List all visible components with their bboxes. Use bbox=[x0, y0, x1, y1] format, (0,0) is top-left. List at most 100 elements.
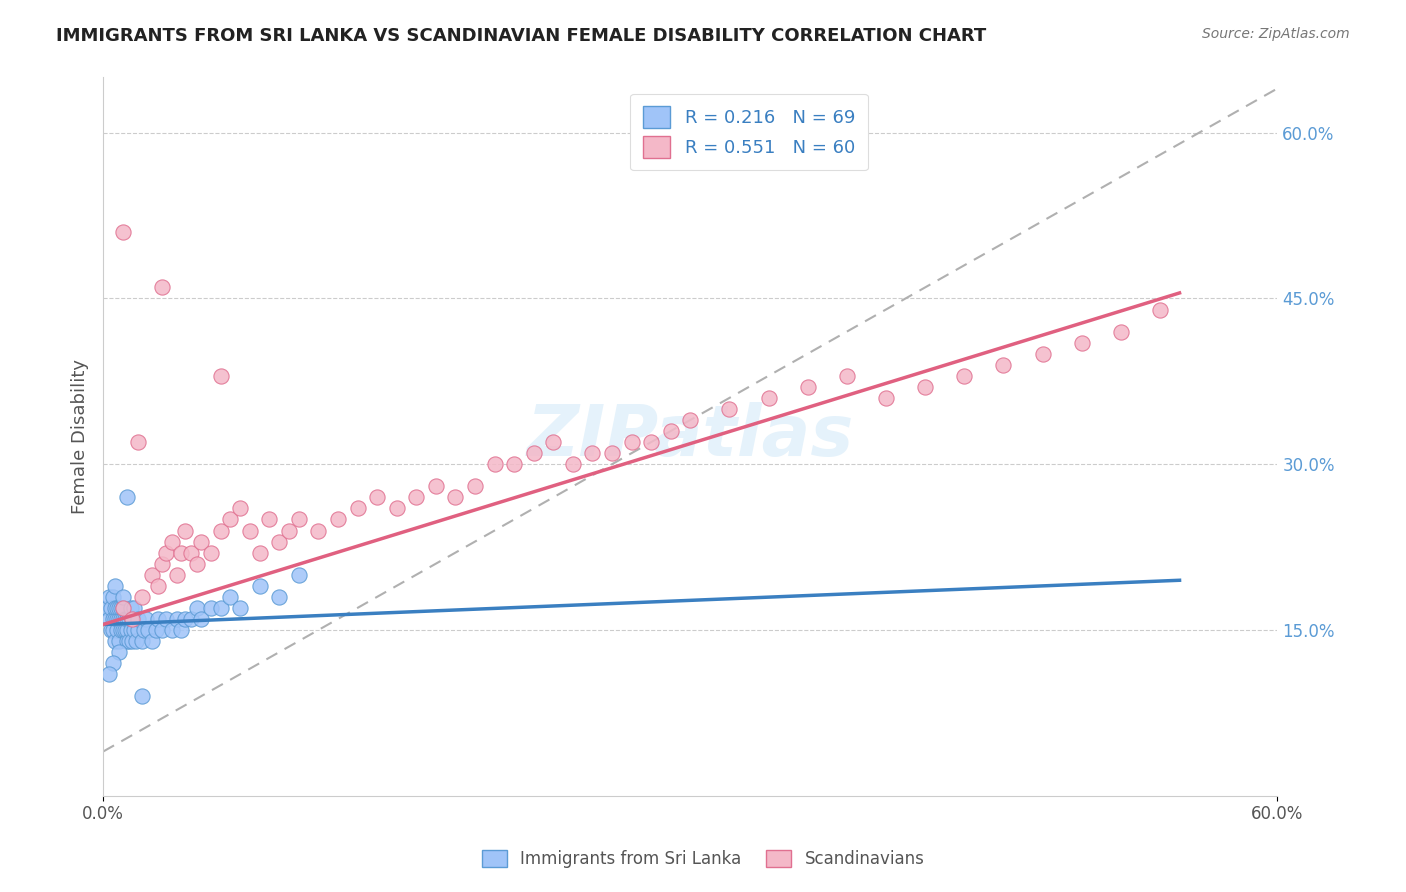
Point bbox=[190, 612, 212, 626]
Point bbox=[288, 567, 311, 582]
Point bbox=[718, 401, 741, 416]
Point bbox=[581, 446, 603, 460]
Point bbox=[200, 600, 222, 615]
Text: Source: ZipAtlas.com: Source: ZipAtlas.com bbox=[1202, 27, 1350, 41]
Point bbox=[186, 557, 208, 571]
Point bbox=[141, 634, 163, 648]
Point bbox=[98, 667, 121, 681]
Point bbox=[115, 612, 138, 626]
Point bbox=[249, 579, 271, 593]
Point bbox=[269, 534, 291, 549]
Point bbox=[131, 690, 153, 704]
Point bbox=[155, 612, 177, 626]
Point bbox=[405, 491, 427, 505]
Point bbox=[269, 590, 291, 604]
Point bbox=[993, 358, 1015, 372]
Point bbox=[640, 435, 662, 450]
Point bbox=[180, 546, 202, 560]
Point bbox=[131, 634, 153, 648]
Point bbox=[835, 368, 858, 383]
Legend: Immigrants from Sri Lanka, Scandinavians: Immigrants from Sri Lanka, Scandinavians bbox=[475, 843, 931, 875]
Point bbox=[104, 634, 127, 648]
Point bbox=[101, 623, 124, 637]
Point bbox=[875, 391, 897, 405]
Point bbox=[160, 534, 183, 549]
Point bbox=[117, 634, 139, 648]
Point bbox=[124, 600, 146, 615]
Point bbox=[131, 590, 153, 604]
Point bbox=[105, 612, 128, 626]
Point bbox=[425, 479, 447, 493]
Text: ZIPatlas: ZIPatlas bbox=[527, 402, 853, 471]
Point bbox=[174, 524, 197, 538]
Point bbox=[150, 280, 173, 294]
Point bbox=[219, 590, 242, 604]
Point bbox=[239, 524, 262, 538]
Point bbox=[503, 457, 526, 471]
Point bbox=[523, 446, 546, 460]
Point bbox=[110, 612, 132, 626]
Point bbox=[170, 623, 193, 637]
Point bbox=[366, 491, 388, 505]
Point bbox=[134, 623, 156, 637]
Point bbox=[127, 435, 149, 450]
Y-axis label: Female Disability: Female Disability bbox=[72, 359, 89, 514]
Point bbox=[385, 501, 408, 516]
Point bbox=[620, 435, 643, 450]
Point bbox=[307, 524, 329, 538]
Point bbox=[107, 645, 129, 659]
Point bbox=[219, 512, 242, 526]
Point bbox=[115, 491, 138, 505]
Point bbox=[953, 368, 976, 383]
Point bbox=[101, 590, 124, 604]
Point bbox=[150, 557, 173, 571]
Point bbox=[105, 623, 128, 637]
Point bbox=[98, 612, 121, 626]
Point bbox=[145, 623, 167, 637]
Point bbox=[146, 612, 169, 626]
Point bbox=[166, 567, 188, 582]
Point bbox=[229, 501, 252, 516]
Point bbox=[124, 623, 146, 637]
Point bbox=[249, 546, 271, 560]
Point bbox=[135, 612, 157, 626]
Point bbox=[600, 446, 623, 460]
Point bbox=[111, 600, 134, 615]
Point bbox=[209, 524, 232, 538]
Point bbox=[104, 579, 127, 593]
Point bbox=[150, 623, 173, 637]
Point bbox=[111, 225, 134, 239]
Point bbox=[114, 612, 136, 626]
Point bbox=[120, 600, 142, 615]
Point bbox=[111, 623, 134, 637]
Point bbox=[127, 612, 149, 626]
Point bbox=[100, 623, 122, 637]
Point bbox=[121, 634, 143, 648]
Point bbox=[111, 600, 134, 615]
Point bbox=[679, 413, 702, 427]
Point bbox=[136, 623, 159, 637]
Point bbox=[444, 491, 467, 505]
Point bbox=[796, 380, 818, 394]
Point bbox=[120, 623, 142, 637]
Point bbox=[190, 534, 212, 549]
Point bbox=[288, 512, 311, 526]
Point bbox=[186, 600, 208, 615]
Point bbox=[1070, 335, 1092, 350]
Point bbox=[98, 590, 121, 604]
Point bbox=[174, 612, 197, 626]
Point bbox=[170, 546, 193, 560]
Point bbox=[1031, 347, 1053, 361]
Point bbox=[155, 546, 177, 560]
Point bbox=[484, 457, 506, 471]
Point bbox=[121, 612, 143, 626]
Point bbox=[104, 600, 127, 615]
Point bbox=[104, 612, 127, 626]
Point bbox=[101, 656, 124, 670]
Point bbox=[758, 391, 780, 405]
Point bbox=[914, 380, 936, 394]
Point bbox=[121, 612, 143, 626]
Point bbox=[141, 567, 163, 582]
Point bbox=[209, 368, 232, 383]
Point bbox=[111, 612, 134, 626]
